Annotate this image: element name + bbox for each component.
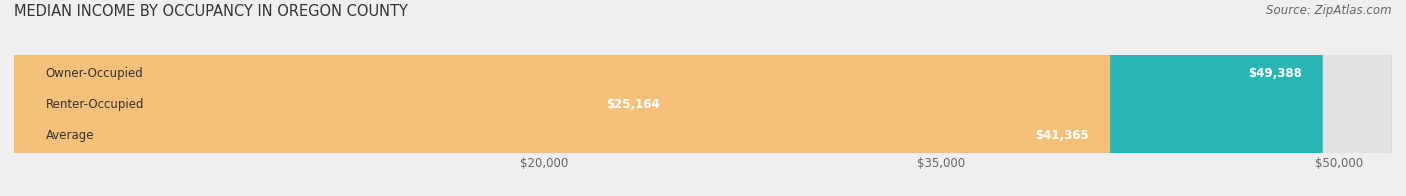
FancyBboxPatch shape [14,0,1323,196]
FancyBboxPatch shape [14,0,1392,196]
Text: $49,388: $49,388 [1247,67,1302,80]
Text: Average: Average [46,129,94,142]
FancyBboxPatch shape [14,0,1111,196]
Text: Source: ZipAtlas.com: Source: ZipAtlas.com [1267,4,1392,17]
Text: Owner-Occupied: Owner-Occupied [46,67,143,80]
Text: MEDIAN INCOME BY OCCUPANCY IN OREGON COUNTY: MEDIAN INCOME BY OCCUPANCY IN OREGON COU… [14,4,408,19]
Text: $41,365: $41,365 [1035,129,1088,142]
Text: Renter-Occupied: Renter-Occupied [46,98,145,111]
FancyBboxPatch shape [14,0,1392,196]
FancyBboxPatch shape [14,0,681,196]
FancyBboxPatch shape [14,0,1392,196]
Text: $25,164: $25,164 [606,98,659,111]
